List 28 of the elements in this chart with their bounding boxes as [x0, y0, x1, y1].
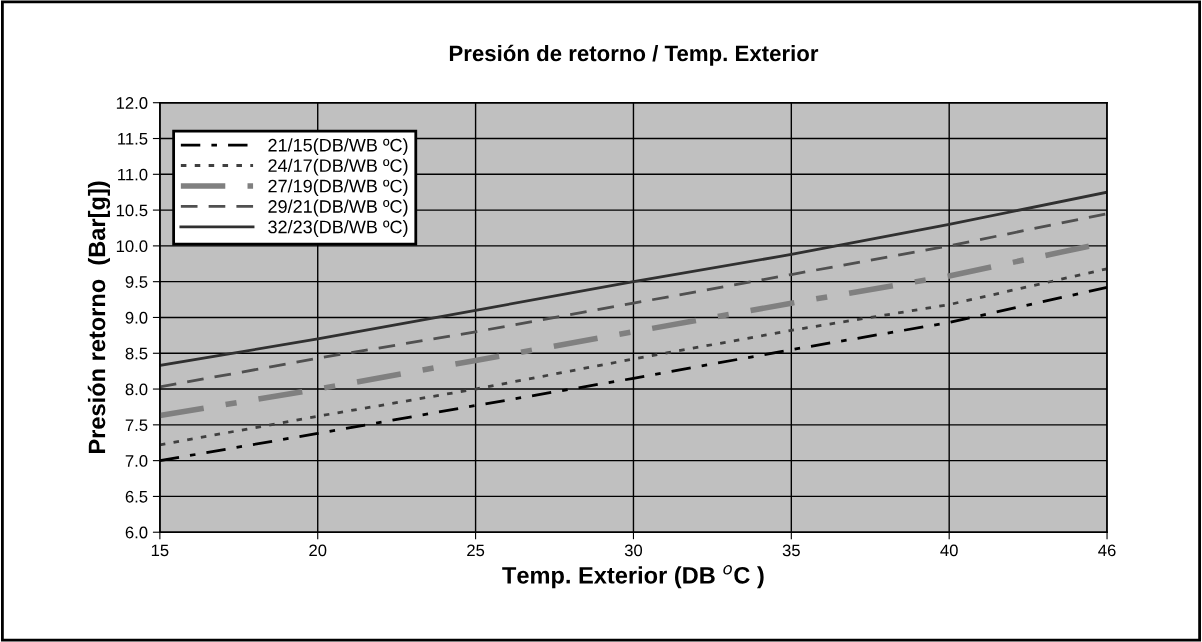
legend-label: 32/23(DB/WB ºC)	[268, 220, 408, 237]
y-tick-label: 7.5	[125, 419, 148, 432]
y-tick-label: 8.5	[125, 347, 148, 360]
legend-label: 27/19(DB/WB ºC)	[268, 179, 408, 196]
y-tick-label: 10.5	[116, 204, 148, 217]
y-tick-label: 9.5	[125, 276, 148, 288]
x-axis-title: Temp. Exterior (DB $^{o}$C )	[502, 565, 764, 589]
legend-label: 24/17(DB/WB ºC)	[268, 158, 408, 176]
legend-label: 29/21(DB/WB ºC)	[268, 199, 408, 217]
x-tick-label: 35	[782, 544, 800, 557]
x-tick-label: 30	[624, 544, 643, 557]
y-tick-label: 11.0	[118, 168, 148, 181]
y-tick-label: 7.0	[125, 455, 148, 467]
x-tick-label: 25	[467, 544, 485, 557]
legend-label: 21/15(DB/WB ºC)	[268, 138, 408, 156]
y-tick-label: 9.0	[125, 311, 148, 324]
chart-title: Presión de retorno / Temp. Exterior	[449, 44, 819, 66]
y-axis-title: Presión retorno (Bar[g])	[87, 181, 111, 453]
y-tick-label: 12.0	[116, 97, 148, 109]
x-tick-label: 20	[309, 544, 327, 557]
y-tick-label: 11.5	[118, 133, 148, 145]
x-tick-label: 40	[940, 544, 958, 557]
y-tick-label: 6.5	[125, 490, 148, 503]
x-tick-label: 46	[1098, 544, 1116, 557]
x-tick-label: 15	[151, 544, 169, 557]
y-tick-label: 6.0	[125, 526, 148, 539]
y-tick-label: 8.0	[125, 383, 148, 396]
y-tick-label: 10.0	[116, 240, 148, 253]
